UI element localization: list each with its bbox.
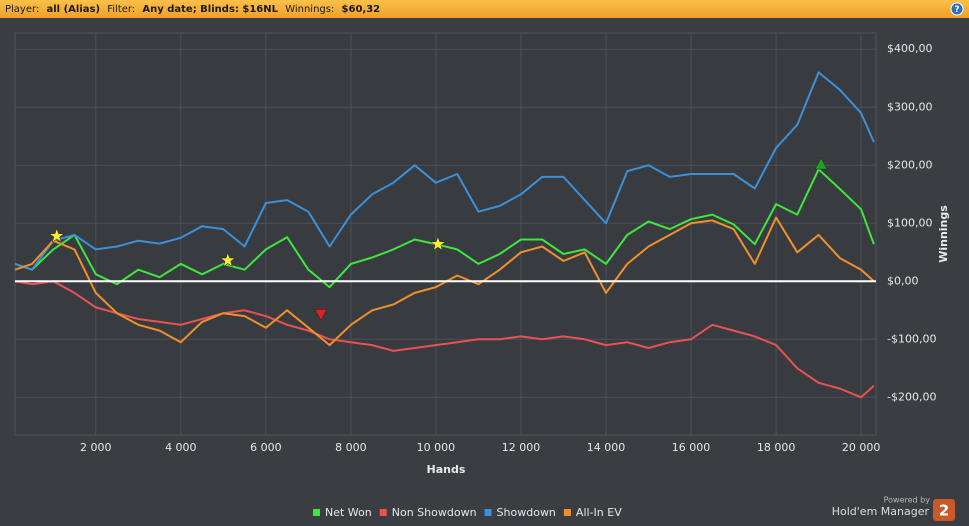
x-tick-label: 16 000 (672, 441, 711, 454)
x-tick-label: 18 000 (757, 441, 796, 454)
y-tick-label: -$200,00 (887, 390, 936, 403)
event-marker (814, 157, 828, 170)
x-tick-label: 14 000 (587, 441, 626, 454)
legend-swatch (379, 509, 387, 516)
event-marker (314, 309, 328, 321)
label: Player: (5, 4, 39, 15)
x-tick-label: 4 000 (165, 441, 197, 454)
x-axis-title: Hands (427, 463, 466, 476)
series-line (14, 280, 875, 399)
y-tick-label: $0,00 (887, 274, 919, 287)
x-tick-label: 10 000 (417, 441, 456, 454)
y-tick-label: -$100,00 (887, 332, 936, 345)
value: all (Alias) (47, 4, 101, 15)
legend-swatch (313, 509, 320, 516)
legend-label: Non Showdown (392, 506, 477, 519)
series-line (14, 168, 875, 289)
legend-swatch (484, 509, 492, 516)
foreground: $400,00 $300,00 $200,00 $100,00 $0,00 -$100,0… (15, 42, 936, 454)
brand-logo (933, 499, 955, 521)
y-axis-title: Winnings (937, 205, 950, 263)
series-line (14, 71, 875, 271)
brand-name: Hold'em Manager (832, 505, 930, 518)
x-tick-label: 2 000 (80, 441, 112, 454)
plot-area (14, 32, 877, 436)
x-tick-label: 20 000 (842, 441, 881, 454)
y-tick-label: $300,00 (887, 100, 933, 113)
powered-by: Powered by (884, 496, 931, 505)
y-tick-label: $100,00 (887, 216, 933, 229)
legend: Net Won Non Showdown Showdown All-In EV (313, 506, 622, 519)
event-marker (48, 227, 65, 243)
help-icon[interactable]: ? (954, 5, 959, 15)
label: Winnings: (285, 4, 334, 15)
event-marker (430, 235, 446, 251)
value: Any date; Blinds: $16NL (142, 4, 278, 15)
legend-swatch (563, 509, 571, 516)
x-tick-label: 8 000 (335, 441, 367, 454)
legend-label: Net Won (325, 506, 372, 519)
event-marker (219, 252, 236, 268)
legend-label: Showdown (497, 506, 556, 519)
y-tick-label: $400,00 (887, 42, 933, 55)
x-tick-label: 12 000 (502, 441, 541, 454)
y-tick-label: $200,00 (887, 158, 933, 171)
x-tick-label: 6 000 (250, 441, 282, 454)
brand-logo-text: 2 (939, 502, 949, 520)
help-button[interactable] (950, 2, 964, 16)
header-bar (0, 0, 969, 18)
value: $60,32 (342, 4, 381, 15)
legend-label: All-In EV (576, 506, 622, 519)
label: Filter: (107, 4, 135, 15)
header-text: Player: all (Alias) Filter: Any date; Bl… (5, 4, 380, 15)
